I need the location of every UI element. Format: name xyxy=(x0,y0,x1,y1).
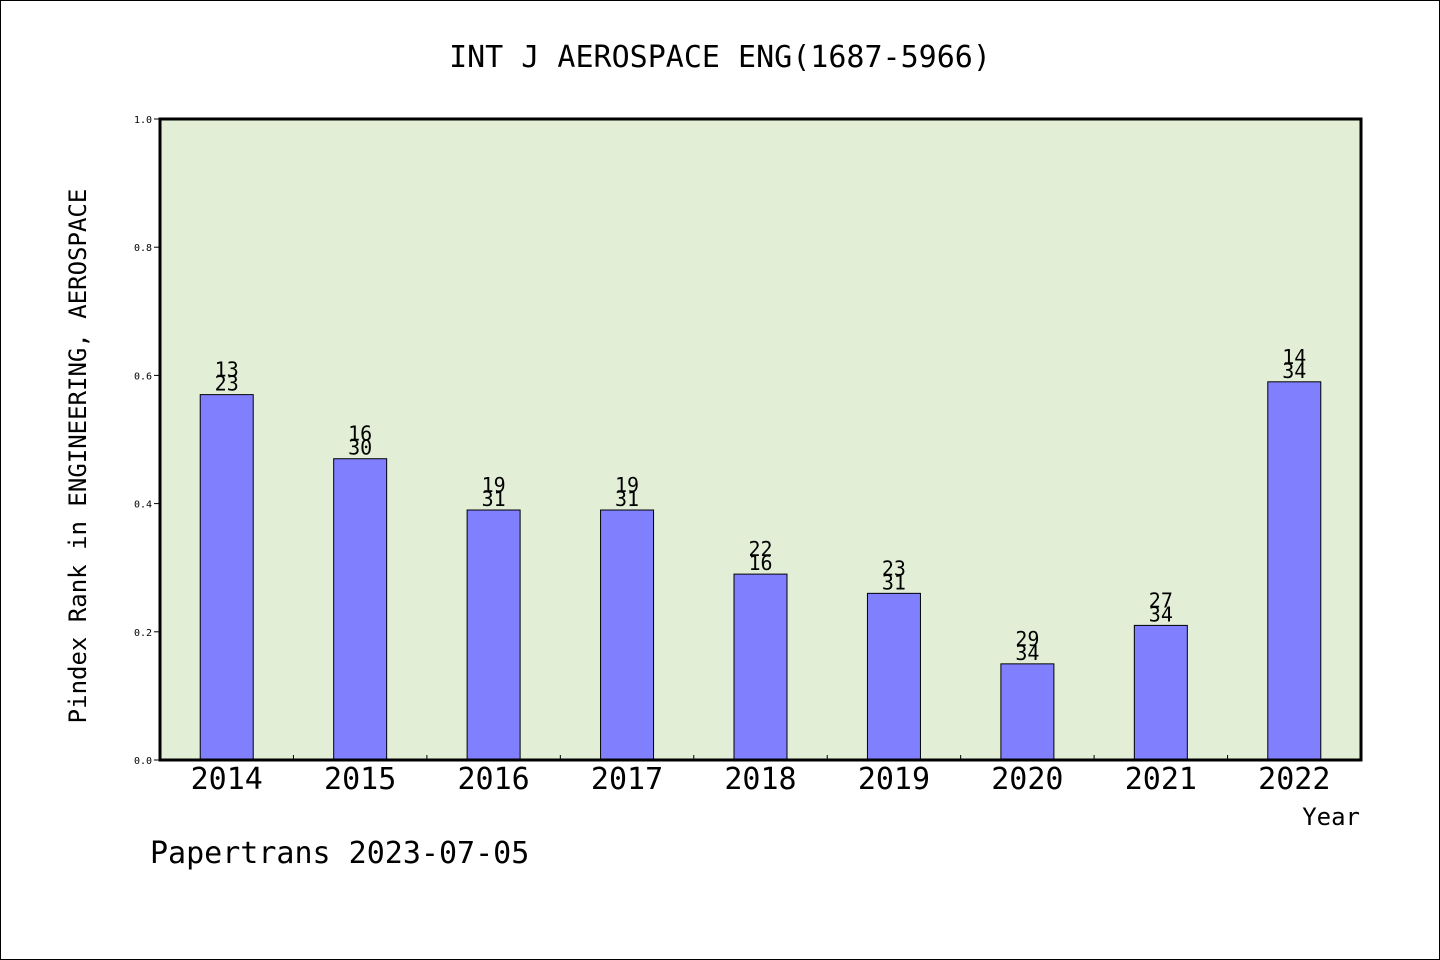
bar-rank-label: 14 xyxy=(1282,345,1306,369)
plot-border xyxy=(158,117,1363,762)
x-tick-label: 2017 xyxy=(591,762,663,797)
chart-title: INT J AEROSPACE ENG(1687-5966) xyxy=(449,40,991,75)
bar-rank-label: 23 xyxy=(882,556,906,580)
bar xyxy=(866,592,921,761)
bar-total-label: 31 xyxy=(615,487,639,511)
x-tick-label: 2016 xyxy=(457,762,529,797)
bar-rank-label: 22 xyxy=(748,537,772,561)
footer-credit: Papertrans 2023-07-05 xyxy=(150,836,529,871)
bar xyxy=(466,509,521,761)
x-tick-label: 2014 xyxy=(191,762,263,797)
x-tick-label: 2020 xyxy=(991,762,1063,797)
y-tick-label: 0.4 xyxy=(134,500,152,511)
bar-rank-label: 19 xyxy=(482,473,506,497)
bar-total-label: 31 xyxy=(882,570,906,594)
y-tick-label: 0.2 xyxy=(134,628,152,639)
bar xyxy=(1000,663,1055,761)
bar xyxy=(1133,624,1188,761)
bar-total-label: 34 xyxy=(1149,602,1173,626)
bar xyxy=(600,509,655,761)
x-tick-label: 2018 xyxy=(724,762,796,797)
x-tick-label: 2021 xyxy=(1125,762,1197,797)
x-axis-label: Year xyxy=(1302,803,1360,831)
bar-rank-label: 16 xyxy=(348,422,372,446)
y-axis-label: Pindex Rank in ENGINEERING, AEROSPACE xyxy=(64,189,92,724)
y-tick-label: 0.6 xyxy=(134,371,152,382)
y-tick-label: 1.0 xyxy=(134,115,152,126)
bar-total-label: 31 xyxy=(482,487,506,511)
x-tick-label: 2015 xyxy=(324,762,396,797)
y-tick-label: 0.8 xyxy=(134,243,152,254)
bar xyxy=(199,394,254,761)
bar-total-label: 34 xyxy=(1015,641,1039,665)
bar xyxy=(733,573,788,761)
bar xyxy=(333,458,388,761)
bar-total-label: 30 xyxy=(348,436,372,460)
bar-rank-label: 13 xyxy=(215,358,239,382)
x-tick-label: 2022 xyxy=(1258,762,1330,797)
y-axis: 0.0 0.2 0.4 0.6 0.8 1.0 xyxy=(134,115,160,767)
bar xyxy=(1267,381,1322,761)
bar-total-label: 23 xyxy=(215,372,239,396)
bar-rank-label: 27 xyxy=(1149,588,1173,612)
bar-total-label: 34 xyxy=(1282,359,1306,383)
bar-rank-label: 29 xyxy=(1015,627,1039,651)
x-axis: 2014 2015 2016 2017 2018 2019 2020 2021 2022 xyxy=(191,755,1330,797)
x-tick-label: 2019 xyxy=(858,762,930,797)
bar-total-label: 16 xyxy=(748,551,772,575)
y-tick-label: 0.0 xyxy=(134,756,152,767)
bar-rank-label: 19 xyxy=(615,473,639,497)
